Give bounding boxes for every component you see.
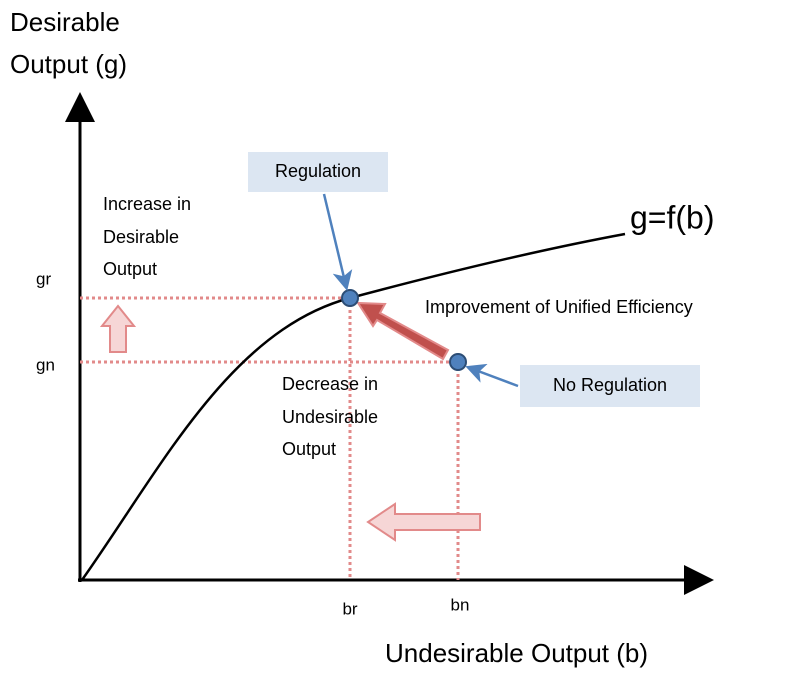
- annotation: Increase in: [103, 194, 191, 214]
- callout-arrow: [322, 193, 353, 291]
- callout-box: [520, 365, 700, 407]
- annotation: Output: [103, 259, 157, 279]
- callout: No Regulation: [553, 375, 667, 395]
- tick-label: gn: [36, 355, 55, 374]
- callout: Regulation: [275, 161, 361, 181]
- y-title: Output (g): [10, 49, 127, 79]
- y-title: Desirable: [10, 7, 120, 37]
- efficiency-arrow: [356, 301, 450, 361]
- point: [449, 353, 467, 371]
- up-arrow: [99, 304, 137, 353]
- x-title: Undesirable Output (b): [385, 638, 648, 668]
- annotation: Decrease in: [282, 374, 378, 394]
- point: [341, 289, 359, 307]
- tick-label: br: [342, 599, 357, 618]
- annotation: Output: [282, 439, 336, 459]
- curve-label: g=f(b): [630, 199, 714, 235]
- annotation: Desirable: [103, 227, 179, 247]
- left-arrow: [366, 502, 481, 542]
- callout-arrow: [465, 363, 519, 388]
- annotation: Improvement of Unified Efficiency: [425, 297, 693, 317]
- callout-box: [248, 152, 388, 192]
- tick-label: gr: [36, 269, 51, 288]
- curve: [80, 232, 626, 581]
- tick-label: bn: [451, 595, 470, 614]
- annotation: Undesirable: [282, 407, 378, 427]
